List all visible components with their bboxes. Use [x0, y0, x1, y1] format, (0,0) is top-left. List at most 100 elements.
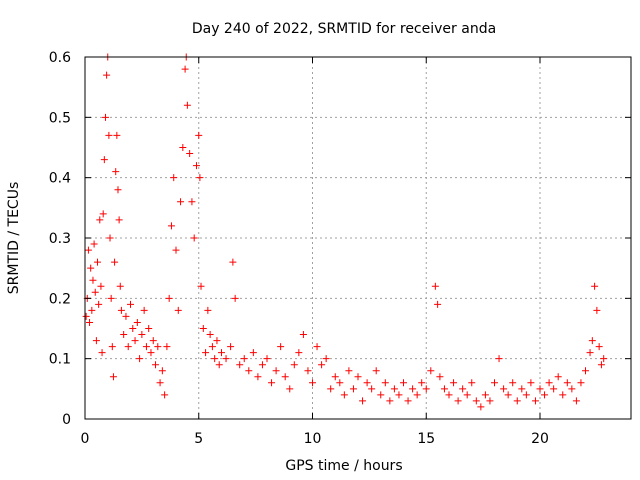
- data-point: [340, 391, 348, 399]
- chart-title: Day 240 of 2022, SRMTID for receiver and…: [192, 21, 496, 37]
- data-point: [413, 391, 421, 399]
- data-point: [531, 397, 539, 405]
- data-point: [281, 373, 289, 381]
- y-tick-label: 0.1: [49, 352, 71, 368]
- x-tick-label: 10: [304, 431, 322, 447]
- data-point: [318, 361, 326, 369]
- data-point: [290, 361, 298, 369]
- data-point: [106, 234, 114, 242]
- data-point: [459, 385, 467, 393]
- data-point: [90, 240, 98, 248]
- data-point: [86, 318, 94, 326]
- data-point: [445, 391, 453, 399]
- data-point: [96, 216, 104, 224]
- data-point: [509, 379, 517, 387]
- data-point: [227, 343, 235, 351]
- data-point: [277, 343, 285, 351]
- data-point: [327, 385, 335, 393]
- data-point: [536, 385, 544, 393]
- data-point: [600, 355, 608, 363]
- data-point: [322, 355, 330, 363]
- data-point: [258, 361, 266, 369]
- data-point: [211, 355, 219, 363]
- y-tick-label: 0: [62, 412, 71, 428]
- data-point: [98, 349, 106, 357]
- data-point: [142, 343, 150, 351]
- y-tick-label: 0.4: [49, 171, 71, 187]
- data-point: [231, 294, 239, 302]
- data-point: [254, 373, 262, 381]
- data-point: [486, 397, 494, 405]
- data-point: [359, 397, 367, 405]
- data-point: [154, 343, 162, 351]
- data-point: [103, 71, 111, 79]
- axis-ticks: 0 0.1 0.2 0.3 0.4 0.5 0.6 0 5 10 15 20: [49, 50, 631, 447]
- data-point: [386, 397, 394, 405]
- data-point: [156, 379, 164, 387]
- data-point: [404, 397, 412, 405]
- data-point: [183, 101, 191, 109]
- data-point: [124, 343, 132, 351]
- data-point: [161, 391, 169, 399]
- data-point: [120, 331, 128, 339]
- data-point: [197, 282, 205, 290]
- data-point: [192, 162, 200, 170]
- data-point: [597, 361, 605, 369]
- data-point: [222, 355, 230, 363]
- data-point: [236, 361, 244, 369]
- data-point: [436, 373, 444, 381]
- data-point: [179, 144, 187, 151]
- data-point: [82, 312, 90, 320]
- data-point: [174, 306, 182, 314]
- data-point: [463, 391, 471, 399]
- data-point: [522, 391, 530, 399]
- data-point: [240, 355, 248, 363]
- data-point: [568, 385, 576, 393]
- data-point: [593, 306, 601, 314]
- data-point: [377, 391, 385, 399]
- data-point: [372, 367, 380, 375]
- data-point: [122, 312, 130, 320]
- data-point: [147, 349, 155, 357]
- data-point: [215, 361, 223, 369]
- data-point: [295, 349, 303, 357]
- data-point: [138, 331, 146, 339]
- data-point: [113, 131, 121, 139]
- data-point: [309, 379, 316, 387]
- data-point: [518, 385, 526, 393]
- data-point: [418, 379, 426, 387]
- data-point: [336, 379, 344, 387]
- data-point: [229, 258, 237, 266]
- data-point: [491, 379, 498, 387]
- data-point: [349, 385, 357, 393]
- data-point: [129, 325, 137, 332]
- data-point: [299, 331, 307, 339]
- points: [82, 53, 608, 411]
- y-tick-label: 0.5: [49, 110, 71, 126]
- data-point: [107, 294, 115, 302]
- data-point: [582, 367, 589, 375]
- data-point: [381, 379, 389, 387]
- data-point: [101, 113, 109, 121]
- data-point: [208, 343, 216, 351]
- data-point: [454, 397, 462, 405]
- data-point: [286, 385, 294, 393]
- data-point: [427, 367, 435, 375]
- data-point: [313, 343, 321, 351]
- data-point: [368, 385, 376, 393]
- data-point: [111, 258, 119, 266]
- data-point: [541, 391, 549, 399]
- data-point: [331, 373, 339, 381]
- data-point: [572, 397, 580, 405]
- data-point: [116, 282, 124, 290]
- data-point: [133, 318, 141, 326]
- data-point: [112, 168, 120, 176]
- data-point: [202, 349, 210, 357]
- data-point: [188, 198, 196, 206]
- y-axis-label: SRMTID / TECUs: [6, 182, 22, 295]
- data-point: [440, 385, 448, 393]
- data-point: [249, 349, 257, 357]
- data-point: [165, 294, 173, 302]
